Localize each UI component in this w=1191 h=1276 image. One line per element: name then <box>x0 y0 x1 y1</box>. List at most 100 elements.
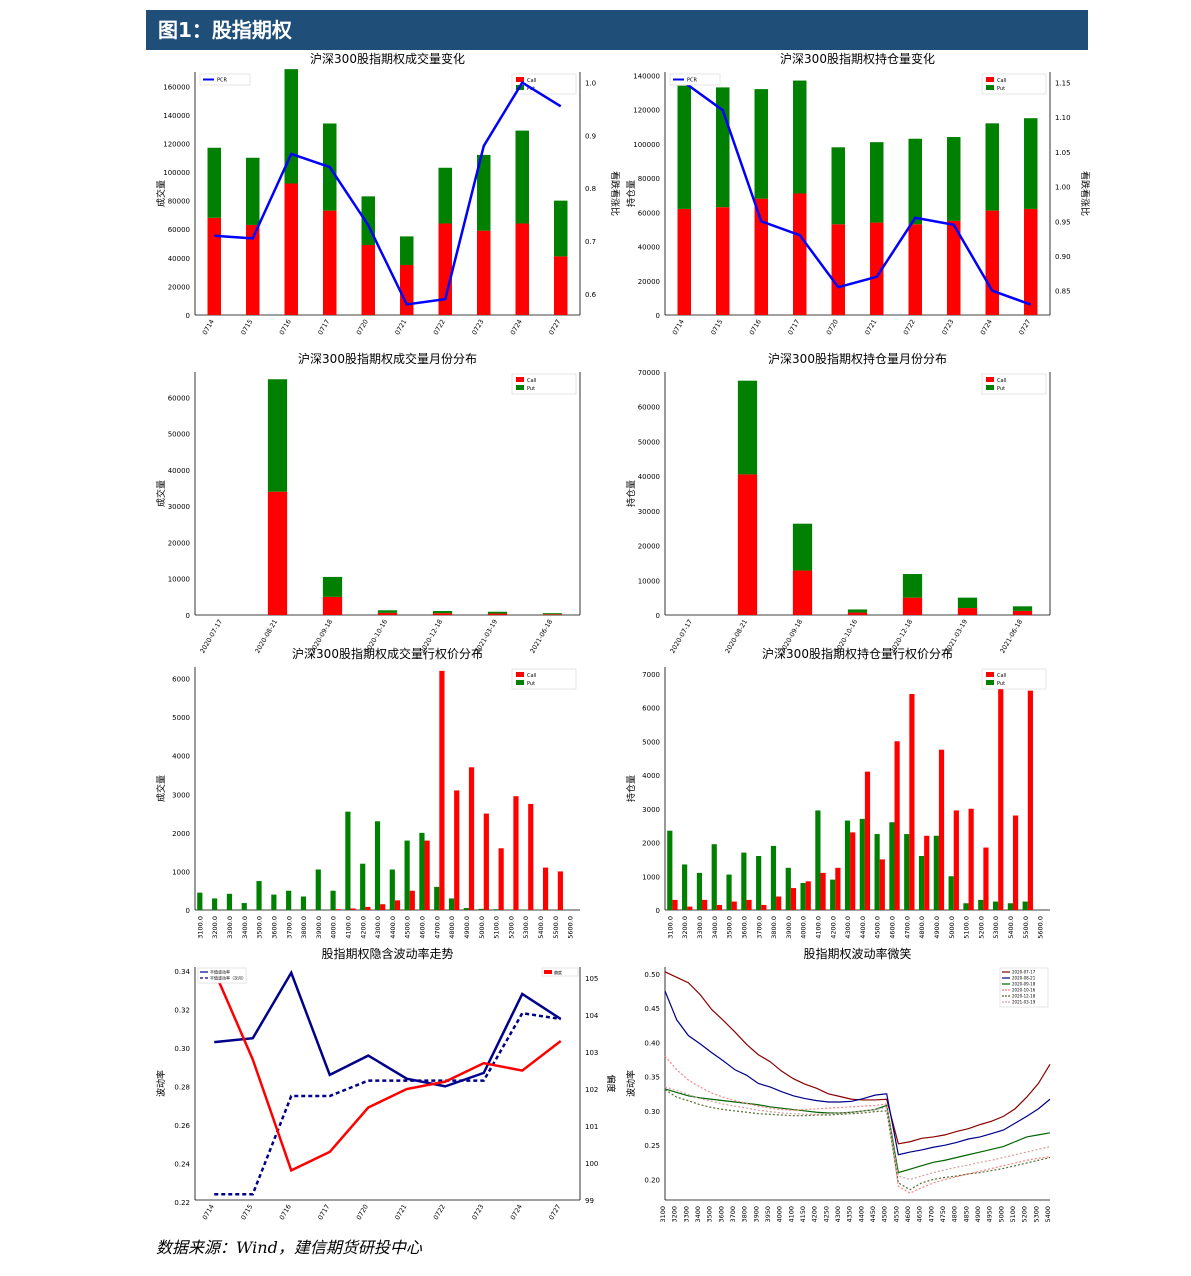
x-tick-label: 4700.0 <box>433 916 441 939</box>
put-bar <box>256 881 262 910</box>
x-tick-label: 5400.0 <box>1007 916 1015 939</box>
x-tick-label: 3200.0 <box>681 916 689 939</box>
x-tick-label: 5200.0 <box>507 916 515 939</box>
legend-swatch <box>516 77 524 82</box>
y-axis-label: 成交量 <box>155 775 167 802</box>
call-bar <box>998 675 1004 910</box>
x-tick-label: 0721 <box>863 318 878 336</box>
put-bar <box>918 856 925 910</box>
y-tick-label: 120000 <box>633 107 660 115</box>
put-bar <box>711 844 717 910</box>
y-tick-label: 5000 <box>642 738 660 746</box>
x-tick-label: 3700.0 <box>755 916 763 939</box>
y-tick-label: 60000 <box>638 209 660 217</box>
x-tick-label: 0723 <box>940 318 955 336</box>
x-tick-label: 3900.0 <box>785 916 793 939</box>
call-bar <box>731 901 737 910</box>
x-tick-label: 5200 <box>1021 1206 1029 1223</box>
y2-tick-label: 103 <box>585 1049 598 1057</box>
call-bar <box>835 867 841 910</box>
y-tick-label: 0 <box>186 907 190 915</box>
call-bar <box>864 771 871 910</box>
chart-title: 沪深300股指期权成交量行权价分布 <box>292 646 483 661</box>
x-tick-label: 4400.0 <box>389 916 397 939</box>
put-bar <box>792 523 813 571</box>
legend-label: Put <box>997 386 1005 392</box>
open-interest-by-expiry-chart: 沪深300股指期权持仓量月份分布 0 10000 20000 30000 40000 500… <box>625 351 1051 655</box>
legend-label: 2021-03-19 <box>1012 1000 1036 1005</box>
legend-box <box>511 73 577 95</box>
x-tick-label: 3800.0 <box>300 916 308 939</box>
y-tick-label: 0.35 <box>644 1074 660 1082</box>
call-bar <box>754 198 768 315</box>
put-bar <box>992 901 999 910</box>
put-bar <box>947 137 961 221</box>
y2-tick-label: 0.90 <box>1055 253 1071 261</box>
x-tick-label: 5600.0 <box>567 916 575 939</box>
y-tick-label: 20000 <box>168 539 190 547</box>
y-tick-label: 30000 <box>168 503 190 511</box>
x-tick-label: 4550 <box>892 1206 900 1223</box>
put-bar <box>770 845 777 910</box>
legend-label: 2020-07-17 <box>1012 970 1036 975</box>
x-tick-label: 0715 <box>239 1203 254 1221</box>
put-bar <box>400 236 414 265</box>
put-bar <box>859 818 865 910</box>
call-bar <box>477 230 491 315</box>
x-tick-label: 4100 <box>787 1206 795 1223</box>
legend-label: 平值波动率 <box>210 969 230 975</box>
y2-tick-label: 1.15 <box>1055 79 1071 87</box>
call-bar <box>746 899 752 910</box>
put-bar <box>286 890 292 910</box>
x-tick-label: 0720 <box>355 318 370 336</box>
call-bar <box>424 840 430 910</box>
call-bar <box>1024 208 1038 315</box>
x-tick-label: 3500.0 <box>726 916 734 939</box>
y2-tick-label: 0.7 <box>585 238 596 246</box>
source-note: 数据来源：Wind，建信期货研投中心 <box>156 1238 422 1257</box>
legend-swatch <box>516 377 524 382</box>
x-tick-label: 4650 <box>916 1206 924 1223</box>
legend-box <box>981 668 1047 690</box>
x-tick-label: 0716 <box>748 318 763 336</box>
call-bar <box>528 803 534 910</box>
put-bar <box>389 869 395 910</box>
x-tick-label: 0715 <box>709 318 724 336</box>
call-bar <box>409 890 415 910</box>
call-bar <box>672 899 678 910</box>
series-line <box>213 970 562 1173</box>
y2-tick-label: 0.8 <box>585 185 596 193</box>
y-tick-label: 40000 <box>638 473 660 481</box>
chart-title: 沪深300股指期权持仓量行权价分布 <box>762 646 953 661</box>
chart-title: 沪深300股指期权持仓量月份分布 <box>768 351 947 366</box>
put-bar <box>831 147 845 225</box>
call-bar <box>761 904 767 910</box>
call-bar <box>908 224 922 315</box>
put-bar <box>271 894 277 910</box>
call-bar <box>870 222 884 315</box>
call-bar <box>361 244 375 315</box>
call-bar <box>677 208 691 315</box>
y-axis-label: 成交量 <box>155 180 167 207</box>
x-tick-label: 4350 <box>846 1206 854 1223</box>
legend-box <box>541 967 579 977</box>
x-tick-label: 3700 <box>729 1206 737 1223</box>
x-tick-label: 4700 <box>927 1206 935 1223</box>
y-tick-label: 0 <box>656 907 660 915</box>
x-tick-label: 0727 <box>547 1203 562 1221</box>
y-tick-label: 0.22 <box>174 1199 190 1207</box>
y2-tick-label: 1.05 <box>1055 149 1071 157</box>
put-bar <box>241 903 247 910</box>
call-bar <box>968 808 974 910</box>
put-bar <box>948 876 954 910</box>
put-bar <box>515 130 529 224</box>
x-tick-label: 4300.0 <box>844 916 852 939</box>
call-bar <box>400 264 414 315</box>
y-tick-label: 80000 <box>638 175 660 183</box>
x-tick-label: 3600.0 <box>270 916 278 939</box>
put-bar <box>908 138 922 225</box>
legend-swatch <box>986 680 994 685</box>
y2-tick-label: 105 <box>585 975 598 983</box>
x-tick-label: 0722 <box>902 318 917 336</box>
y-tick-label: 140000 <box>633 72 660 80</box>
